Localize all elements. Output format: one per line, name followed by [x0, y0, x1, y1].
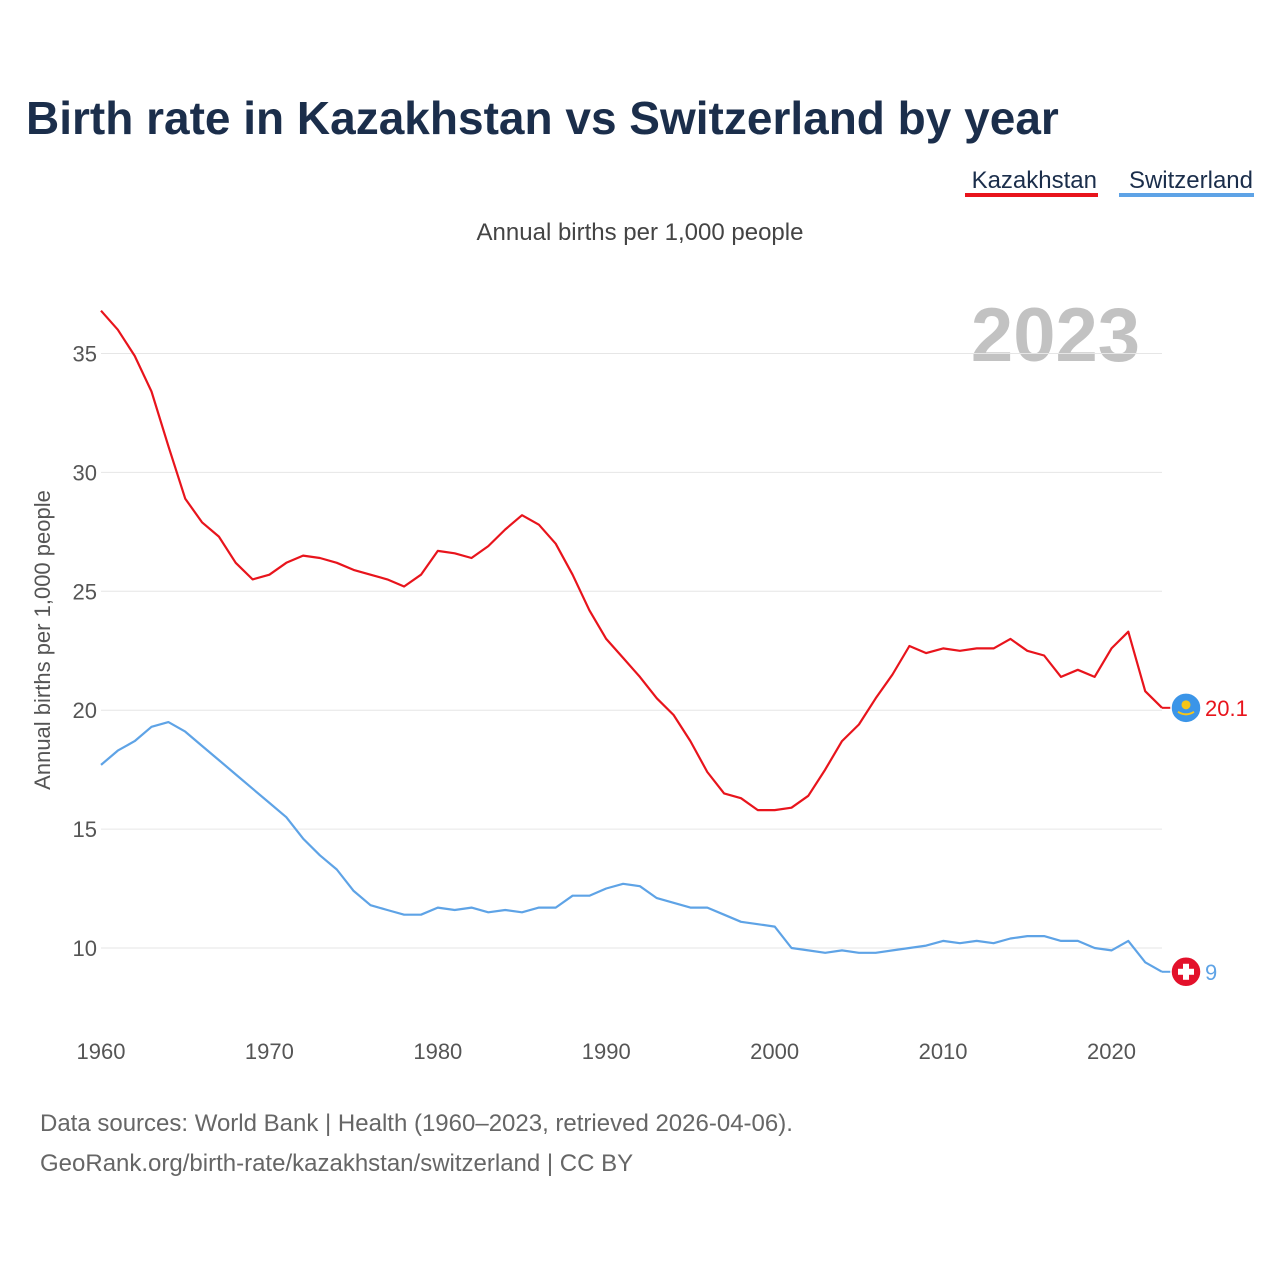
flag-sun [1181, 700, 1191, 710]
chart-title: Birth rate in Kazakhstan vs Switzerland … [26, 92, 1059, 144]
x-tick-label: 1990 [582, 1039, 631, 1064]
x-tick-label: 1970 [245, 1039, 294, 1064]
end-value-kazakhstan: 20.1 [1205, 696, 1248, 721]
y-tick-label: 10 [73, 936, 97, 961]
grid [101, 353, 1162, 949]
kazakhstan-flag-icon [1170, 692, 1202, 724]
end-marker-switzerland: 9 [1162, 956, 1217, 988]
end-value-switzerland: 9 [1205, 960, 1217, 985]
y-axis: 10 15 20 25 30 35 [73, 342, 97, 962]
x-tick-label: 2010 [919, 1039, 968, 1064]
y-tick-label: 30 [73, 460, 97, 485]
flag-eagle [1177, 710, 1195, 716]
end-marker-kazakhstan: 20.1 [1162, 692, 1248, 724]
legend-item-kazakhstan[interactable]: Kazakhstan [965, 167, 1098, 197]
legend-swatch-switzerland [1119, 193, 1254, 197]
end-markers: 20.19 [1162, 692, 1248, 988]
y-tick-label: 35 [73, 342, 97, 367]
x-tick-label: 2020 [1087, 1039, 1136, 1064]
y-tick-label: 25 [73, 579, 97, 604]
x-axis: 1960 1970 1980 1990 2000 2010 2020 [77, 1039, 1136, 1064]
legend-label-switzerland: Switzerland [1129, 167, 1253, 194]
chart-subtitle: Annual births per 1,000 people [477, 219, 804, 246]
y-axis-label: Annual births per 1,000 people [30, 490, 55, 790]
legend-item-switzerland[interactable]: Switzerland [1119, 167, 1254, 197]
flag-cross-horizontal [1178, 968, 1194, 975]
legend-label-kazakhstan: Kazakhstan [972, 167, 1097, 194]
series-line-switzerland[interactable] [100, 720, 1163, 973]
y-tick-label: 20 [73, 698, 97, 723]
footer-sources: Data sources: World Bank | Health (1960–… [40, 1110, 793, 1137]
legend: Kazakhstan Switzerland [965, 167, 1254, 197]
year-watermark: 2023 [971, 293, 1140, 378]
switzerland-flag-icon [1170, 956, 1202, 988]
series [100, 309, 1163, 973]
y-tick-label: 15 [73, 817, 97, 842]
x-tick-label: 1980 [413, 1039, 462, 1064]
series-line-kazakhstan[interactable] [100, 309, 1163, 812]
footer-url[interactable]: GeoRank.org/birth-rate/kazakhstan/switze… [40, 1150, 633, 1177]
x-tick-label: 1960 [77, 1039, 126, 1064]
x-tick-label: 2000 [750, 1039, 799, 1064]
legend-swatch-kazakhstan [965, 193, 1098, 197]
